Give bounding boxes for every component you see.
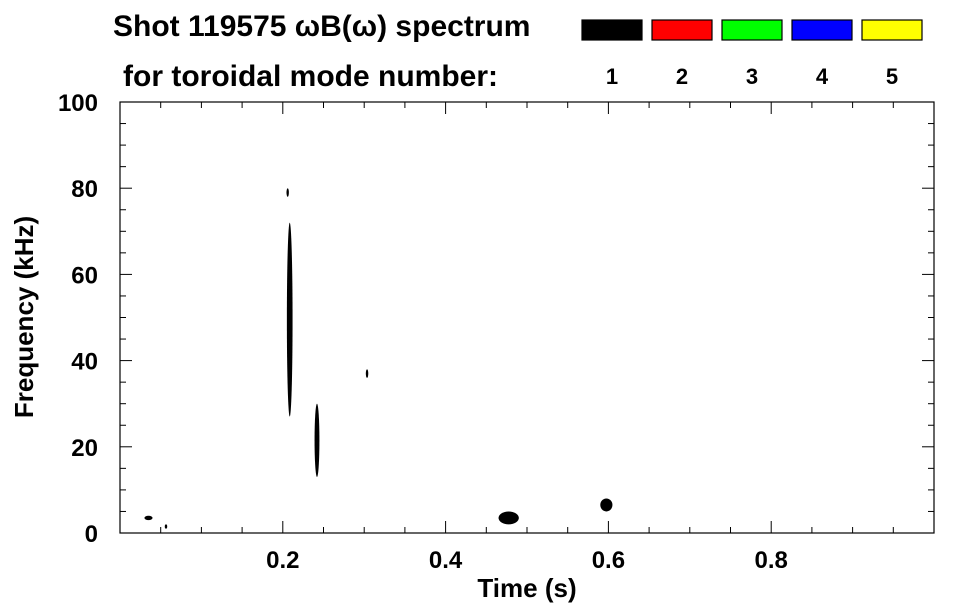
legend-swatch-mode-4 (791, 19, 853, 41)
y-tick-label: 40 (71, 349, 98, 376)
legend-swatch-mode-1 (581, 19, 643, 41)
legend-label-mode-5: 5 (886, 64, 898, 89)
x-tick-label: 0.6 (592, 547, 625, 574)
mode-1-feature-3 (314, 403, 320, 477)
legend-label-mode-4: 4 (816, 64, 829, 89)
x-tick-label: 0.2 (266, 547, 299, 574)
y-tick-label: 60 (71, 262, 98, 289)
legend-swatch-mode-2 (651, 19, 713, 41)
chart-title-line1: Shot 119575 ωB(ω) spectrum (113, 10, 530, 43)
legend-label-mode-3: 3 (746, 64, 758, 89)
legend-swatch-mode-5 (861, 19, 923, 41)
y-tick-label: 0 (85, 521, 98, 548)
mode-1-feature-1 (286, 222, 293, 417)
axis-ticks: 0.2 0.4 0.6 0.8 0 20 40 60 80 100 (58, 90, 934, 574)
legend-label-mode-1: 1 (606, 64, 618, 89)
y-tick-label: 100 (58, 90, 98, 117)
mode-1-feature-2 (286, 188, 289, 197)
mode-1-feature-8 (164, 524, 168, 529)
x-tick-label: 0.8 (755, 547, 788, 574)
mode-1-feature-7 (144, 515, 153, 521)
mode-1-feature-6 (600, 498, 613, 512)
x-axis-label: Time (s) (477, 573, 576, 603)
mode-1-feature-5 (498, 511, 519, 525)
x-tick-label: 0.4 (429, 547, 463, 574)
mode-number-legend: 1 2 3 4 5 (581, 19, 923, 89)
mode-1-feature-4 (365, 369, 369, 378)
spectral-features (144, 188, 613, 529)
legend-label-mode-2: 2 (676, 64, 688, 89)
y-axis-label: Frequency (kHz) (9, 216, 39, 418)
chart-title-line2: for toroidal mode number: (123, 60, 498, 93)
y-tick-label: 80 (71, 176, 98, 203)
legend-swatch-mode-3 (721, 19, 783, 41)
y-tick-label: 20 (71, 435, 98, 462)
